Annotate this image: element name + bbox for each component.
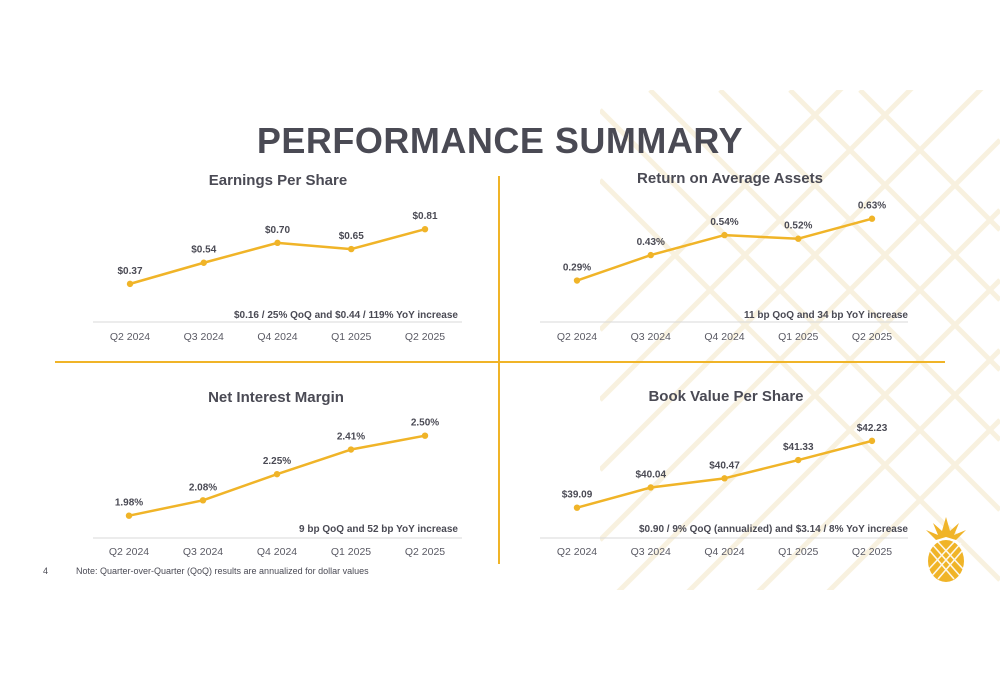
x-tick-label: Q2 2024 [557, 331, 597, 343]
x-tick-label: Q1 2025 [331, 331, 371, 343]
x-tick-label: Q2 2025 [405, 546, 445, 558]
x-tick-label: Q2 2025 [852, 546, 892, 558]
x-tick-label: Q2 2025 [405, 331, 445, 343]
data-label: 0.29% [563, 263, 591, 274]
data-point [721, 475, 728, 482]
pineapple-icon [926, 517, 966, 582]
data-label: $0.70 [265, 225, 290, 236]
chart-annotation: 9 bp QoQ and 52 bp YoY increase [299, 524, 458, 535]
chart-annotation: $0.90 / 9% QoQ (annualized) and $3.14 / … [639, 524, 908, 535]
x-tick-label: Q3 2024 [631, 331, 671, 343]
x-tick-label: Q3 2024 [183, 546, 223, 558]
data-label: $41.33 [783, 442, 814, 453]
data-point [868, 437, 876, 445]
data-point [421, 432, 429, 439]
data-label: $0.65 [339, 231, 364, 242]
x-tick-label: Q4 2024 [257, 546, 297, 558]
data-label: 1.98% [115, 498, 143, 509]
x-tick-label: Q1 2025 [778, 546, 818, 558]
horizontal-divider [55, 361, 945, 363]
data-point [795, 235, 802, 242]
page-number: 4 [43, 566, 49, 576]
data-point [273, 470, 281, 478]
x-tick-label: Q4 2024 [257, 331, 297, 343]
data-label: 2.50% [411, 418, 439, 429]
x-tick-label: Q3 2024 [631, 546, 671, 558]
data-point [125, 512, 133, 519]
data-point [868, 215, 876, 222]
x-tick-label: Q2 2025 [852, 331, 892, 343]
x-tick-label: Q2 2024 [110, 331, 150, 343]
data-label: 0.63% [858, 201, 886, 212]
data-label: $40.47 [709, 460, 740, 471]
data-label: 2.08% [189, 482, 217, 493]
data-point [348, 245, 355, 253]
series-line [576, 439, 873, 509]
data-label: $39.09 [562, 490, 593, 501]
data-label: $0.37 [117, 266, 142, 277]
chart-title-eps: Earnings Per Share [208, 172, 348, 189]
chart-title-nim: Net Interest Margin [208, 389, 344, 406]
chart-annotation: 11 bp QoQ and 34 bp YoY increase [744, 310, 908, 321]
x-tick-label: Q4 2024 [704, 546, 744, 558]
data-label: 0.52% [784, 221, 812, 232]
x-tick-label: Q4 2024 [704, 331, 744, 343]
data-point [573, 277, 581, 284]
x-tick-label: Q2 2024 [109, 546, 149, 558]
vertical-divider [498, 176, 500, 564]
data-label: $0.54 [191, 245, 216, 256]
data-label: 2.41% [337, 432, 365, 443]
x-tick-label: Q1 2025 [331, 546, 371, 558]
series-line [129, 227, 426, 286]
data-label: 2.25% [263, 456, 291, 467]
data-label: $40.04 [635, 469, 666, 480]
data-point [795, 456, 802, 464]
data-point [126, 280, 134, 288]
data-point [647, 251, 654, 259]
chart-annotation: $0.16 / 25% QoQ and $0.44 / 119% YoY inc… [234, 310, 458, 321]
chart-title-roaa: Return on Average Assets [637, 170, 823, 187]
data-label: $0.81 [412, 211, 437, 222]
data-point [573, 504, 581, 511]
chart-title-bvps: Book Value Per Share [648, 388, 804, 405]
x-tick-label: Q1 2025 [778, 331, 818, 343]
data-point [274, 239, 281, 247]
data-point [200, 259, 207, 266]
data-point [347, 446, 355, 453]
data-point [421, 225, 429, 233]
data-label: $42.23 [857, 423, 888, 434]
data-label: 0.54% [710, 217, 738, 228]
data-point [721, 231, 728, 239]
data-point [647, 484, 654, 491]
page-title: PERFORMANCE SUMMARY [256, 120, 744, 161]
footnote: Note: Quarter-over-Quarter (QoQ) results… [76, 566, 369, 576]
x-tick-label: Q3 2024 [184, 331, 224, 343]
x-tick-label: Q2 2024 [557, 546, 597, 558]
data-point [199, 497, 207, 504]
data-label: 0.43% [637, 237, 665, 248]
